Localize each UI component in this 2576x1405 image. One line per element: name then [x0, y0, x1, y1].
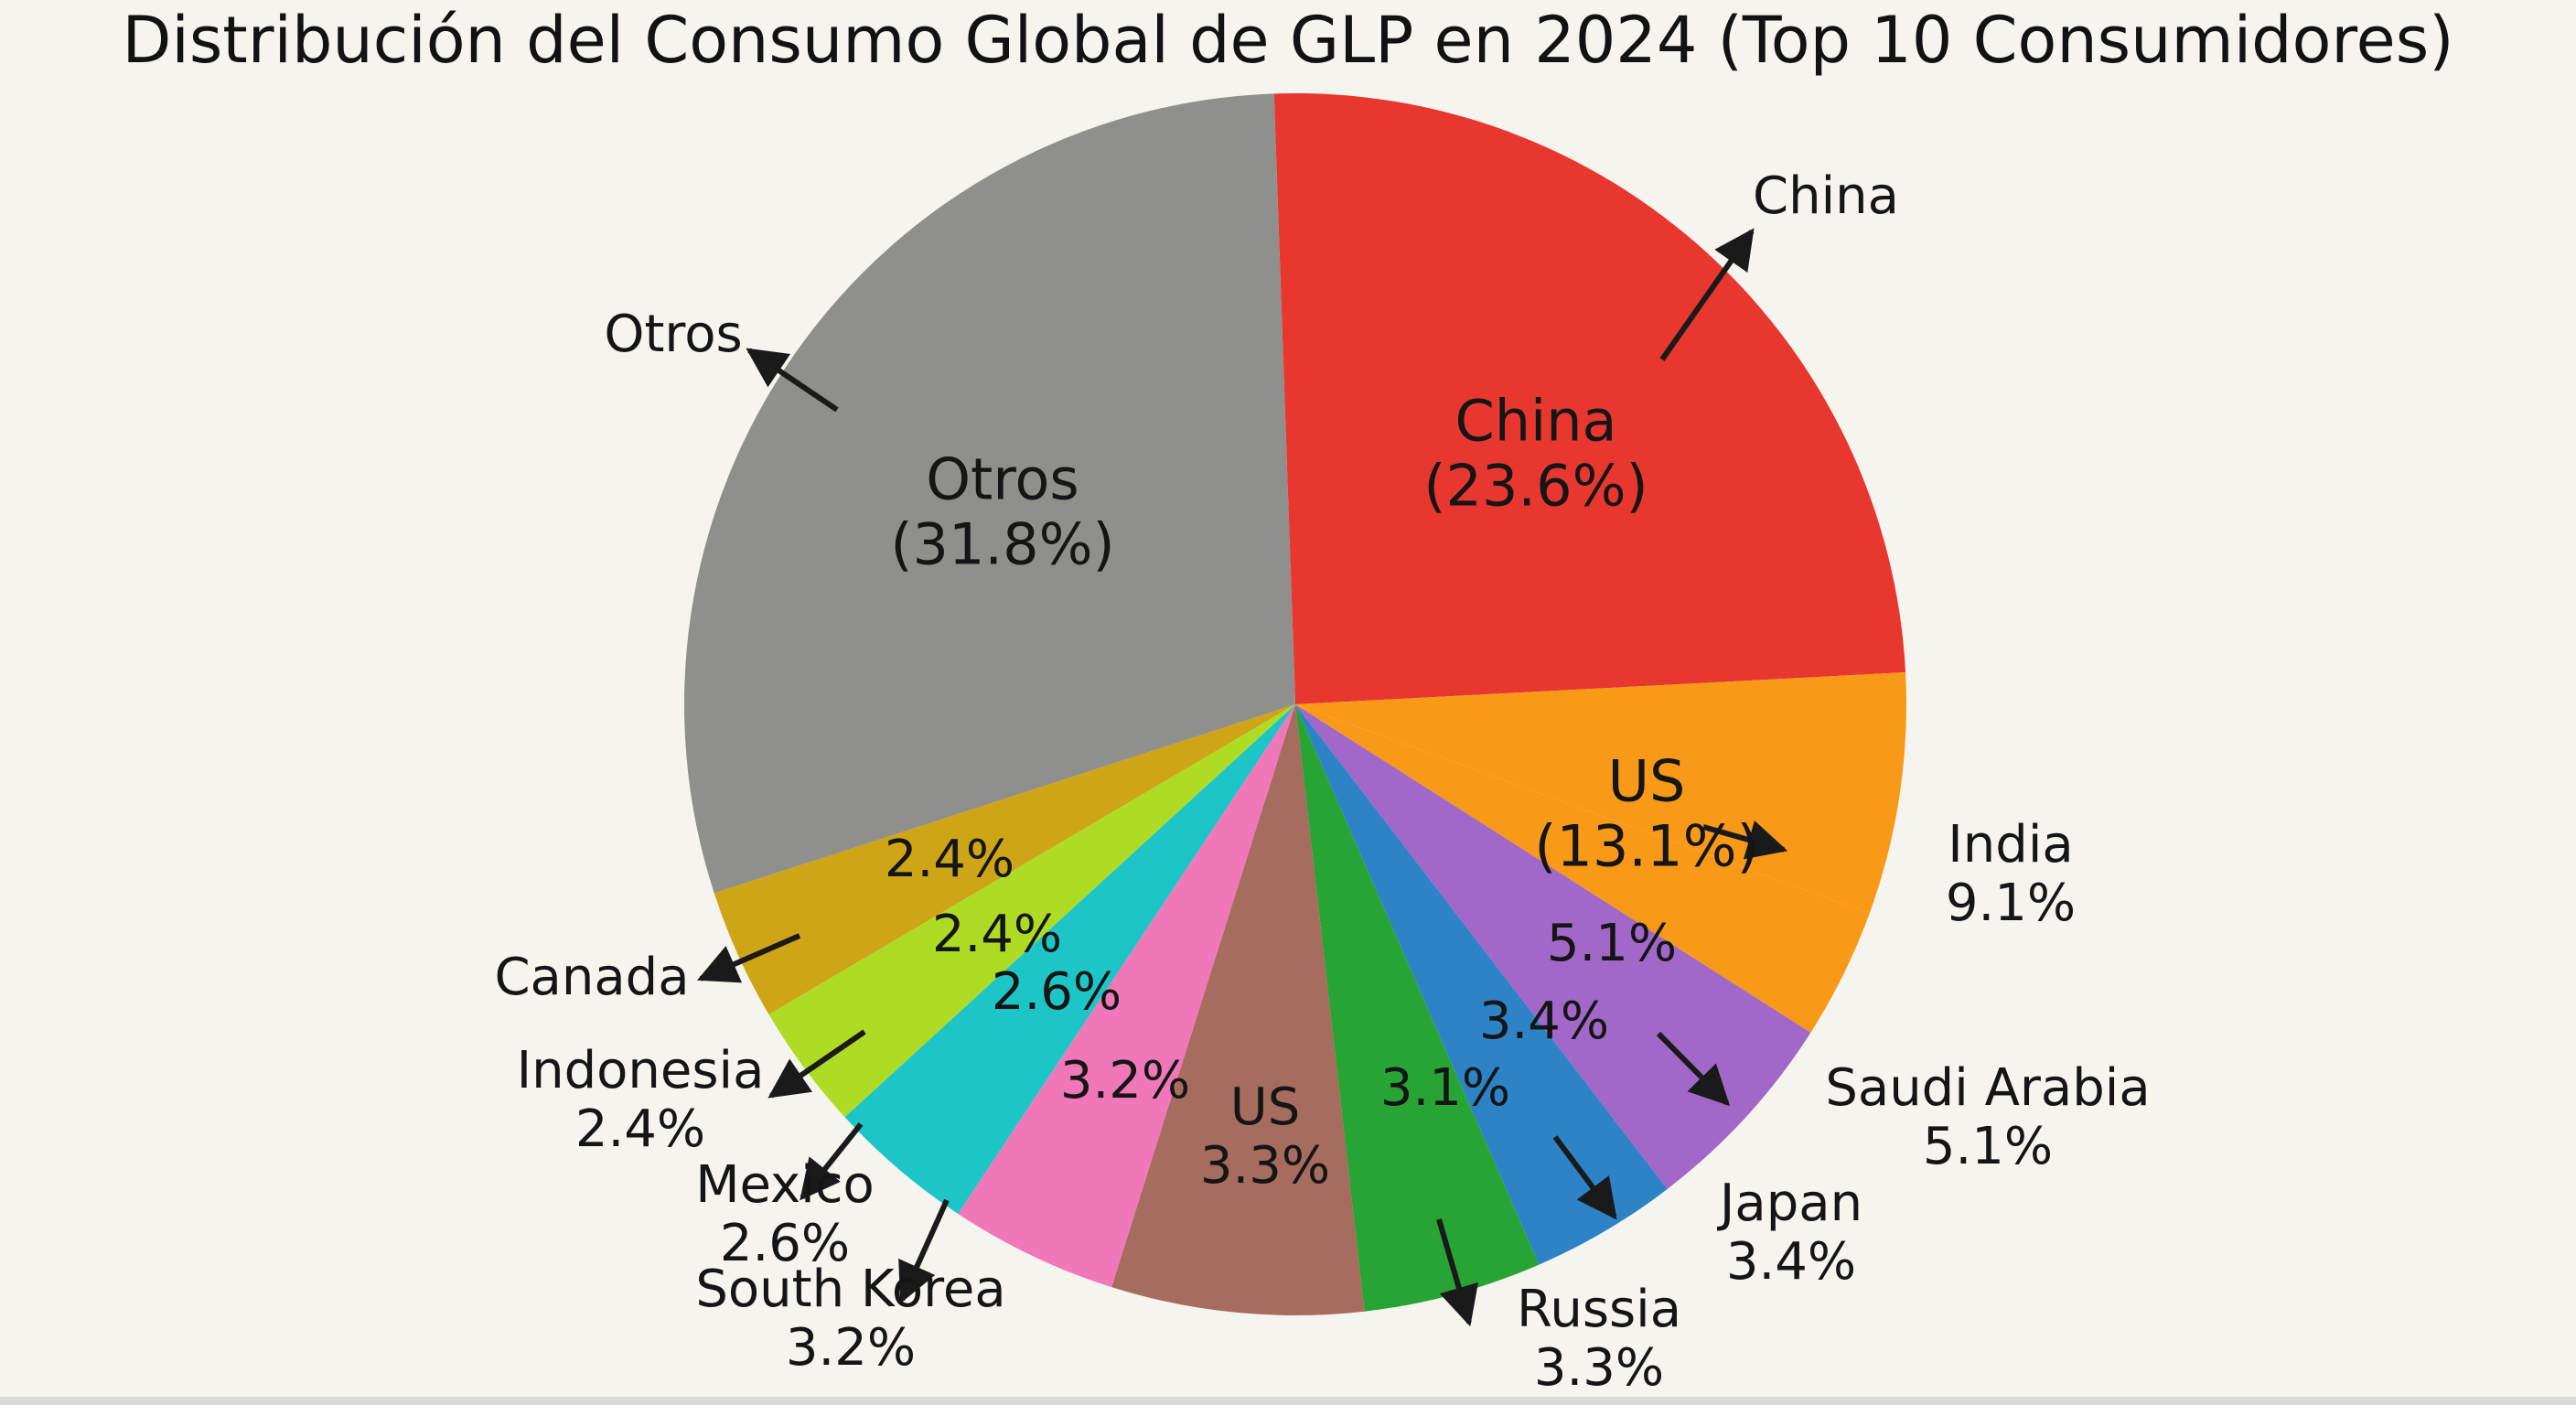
slice-label-mexico-pct: 2.6%: [991, 962, 1122, 1023]
pie-slice-3-saudi-arabia: [1295, 704, 1811, 1189]
annotation-arrow-mexico: [800, 1122, 864, 1201]
slice-label-japan-pct: 3.4%: [1478, 992, 1610, 1052]
annotation-arrow-russia: [1436, 1218, 1479, 1327]
pie-slice-9-indonesia: [768, 704, 1295, 1118]
bottom-edge-band: [0, 1397, 2576, 1405]
slice-label-indonesia-pct: 2.4%: [931, 905, 1063, 965]
slice-label-saudi-pct: 5.1%: [1546, 914, 1678, 974]
pie-slice-10-canada: [714, 704, 1295, 1015]
annotation-arrow-indonesia: [767, 1029, 866, 1099]
callout-label-mexico: Mexico 2.6%: [695, 1155, 875, 1273]
callout-label-canada: Canada: [494, 948, 690, 1008]
slice-label-us-share: US (13.1%): [1534, 747, 1759, 879]
pie-slice-8-mexico: [844, 704, 1295, 1215]
pie-slice-5-russia: [1295, 704, 1540, 1312]
pie-slice-6-us: [1111, 704, 1365, 1315]
callout-label-china: China: [1753, 166, 1899, 227]
pie-slice-4-japan: [1295, 704, 1668, 1265]
annotation-arrow-japan: [1552, 1135, 1617, 1220]
callout-label-russia: Russia 3.3%: [1516, 1280, 1682, 1398]
slice-label-south-korea-pct: 3.2%: [1059, 1051, 1191, 1111]
annotation-arrow-india: [1702, 820, 1788, 860]
chart-title: Distribución del Consumo Global de GLP e…: [122, 3, 2454, 78]
callout-label-india: India 9.1%: [1945, 815, 2077, 933]
callout-label-indonesia: Indonesia 2.4%: [516, 1041, 765, 1159]
pie-slice-2-india: [1295, 704, 1870, 1033]
slice-label-russia-pct: 3.1%: [1379, 1058, 1511, 1119]
slice-label-canada-pct: 2.4%: [884, 830, 1015, 890]
slice-label-us-2-share: US 3.3%: [1199, 1078, 1331, 1196]
callout-label-japan: Japan 3.4%: [1719, 1174, 1863, 1292]
slice-label-china-share: China (23.6%): [1423, 387, 1648, 519]
pie-slice-11-otros: [684, 93, 1295, 894]
pie-slice-7-south-korea: [958, 704, 1295, 1288]
annotation-arrow-canada: [696, 933, 801, 983]
callout-label-saudi: Saudi Arabia 5.1%: [1825, 1058, 2151, 1176]
pie-slice-0-china: [1273, 93, 1906, 705]
label-arrows: [696, 228, 1788, 1327]
callout-label-south-korea: South Korea 3.2%: [695, 1260, 1006, 1378]
callout-label-otros: Otros: [604, 305, 743, 365]
slice-label-otros-share: Otros (31.8%): [890, 445, 1115, 577]
annotation-arrow-china: [1659, 228, 1755, 361]
annotation-arrow-south-korea: [898, 1198, 950, 1304]
annotation-arrow-otros: [746, 348, 839, 413]
annotation-arrow-saudi: [1656, 1031, 1731, 1107]
